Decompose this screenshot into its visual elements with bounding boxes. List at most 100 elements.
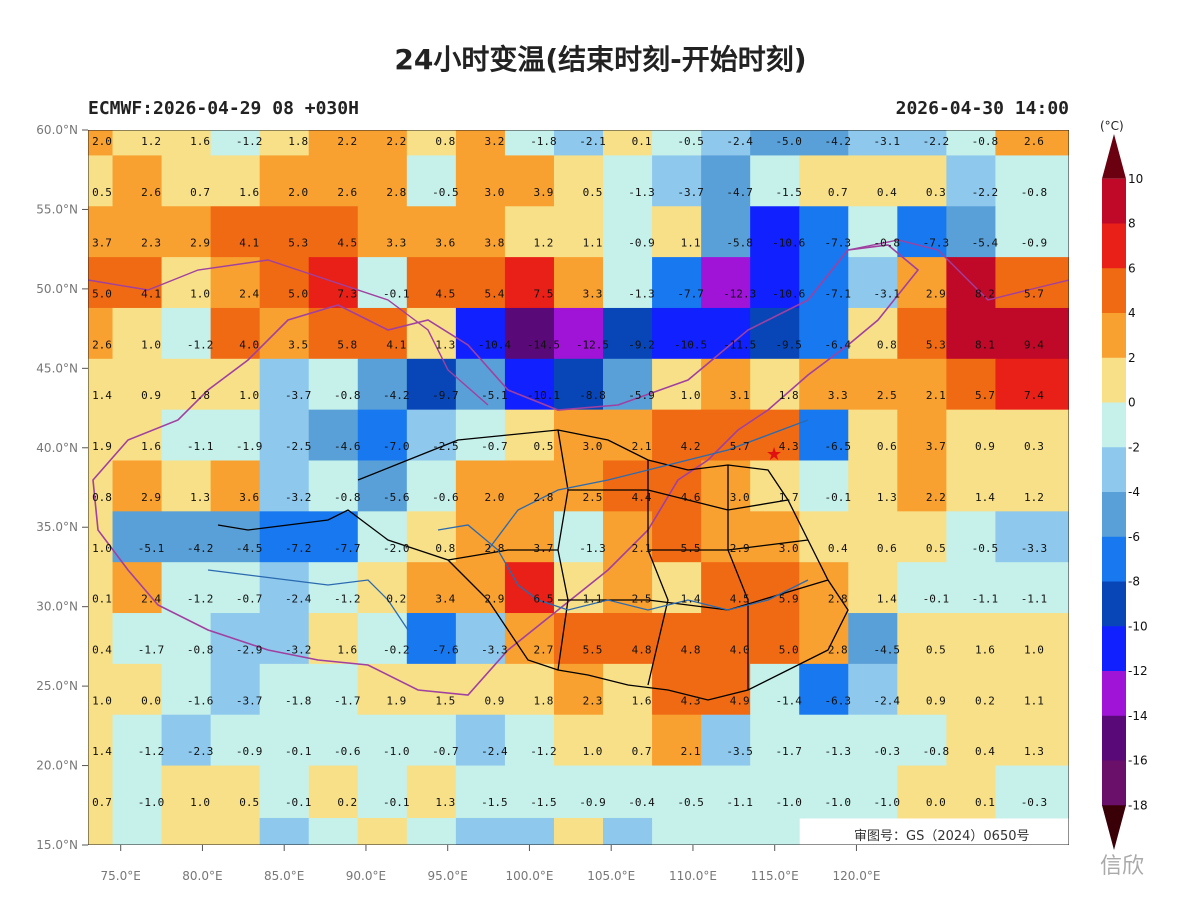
grid-value-label: -0.1 [383, 796, 410, 809]
heat-cell [504, 460, 555, 512]
heat-cell [946, 307, 996, 360]
grid-value-label: -0.9 [628, 237, 655, 250]
colorbar-tick-label: 10 [1128, 172, 1143, 186]
grid-value-label: -2.9 [236, 643, 263, 656]
grid-value-label: 6.5 [534, 593, 554, 606]
heat-cell [210, 130, 261, 156]
grid-value-label: -5.1 [481, 389, 508, 402]
grid-value-label: 0.6 [877, 542, 897, 555]
heat-cell [357, 409, 408, 461]
heat-cell [161, 460, 212, 512]
heat-cell [603, 460, 653, 512]
heat-cell [406, 358, 457, 411]
grid-value-label: -0.5 [677, 135, 704, 148]
grid-value-label: 0.2 [386, 593, 406, 606]
grid-value-label: 1.0 [1024, 643, 1044, 656]
colorbar-band [1102, 626, 1126, 672]
heat-cell [603, 613, 653, 665]
grid-value-label: 4.4 [632, 491, 652, 504]
grid-value-label: 2.6 [337, 186, 357, 199]
heat-cell [455, 714, 506, 767]
colorbar-tick-label: -2 [1128, 440, 1140, 454]
heat-cell [946, 663, 996, 716]
heat-cell [88, 765, 114, 819]
heat-cell [897, 409, 947, 461]
grid-value-label: -0.1 [285, 745, 312, 758]
grid-value-label: 5.5 [583, 643, 603, 656]
heat-cell [799, 613, 849, 665]
grid-value-label: 2.8 [534, 491, 554, 504]
grid-value-label: -5.9 [628, 389, 655, 402]
heat-cell [259, 460, 310, 512]
heat-cell [701, 714, 751, 767]
heat-cell [210, 409, 261, 461]
grid-value-label: 1.8 [288, 135, 308, 148]
heat-cell [946, 562, 996, 614]
grid-value-label: -7.6 [432, 643, 459, 656]
grid-value-label: -1.9 [236, 440, 263, 453]
grid-value-label: -7.7 [334, 542, 361, 555]
grid-value-label: 2.1 [926, 389, 946, 402]
heat-cell [553, 358, 604, 411]
heat-cell [406, 130, 457, 156]
grid-value-label: -6.5 [825, 440, 852, 453]
grid-value-label: 2.4 [239, 288, 259, 301]
heat-cell [946, 206, 996, 258]
heat-cell [946, 765, 996, 819]
heat-cell [112, 155, 163, 207]
grid-value-label: 3.1 [730, 389, 750, 402]
colorbar-band [1102, 671, 1126, 717]
grid-value-label: -0.8 [972, 135, 999, 148]
grid-value-label: 1.4 [92, 745, 112, 758]
grid-value-label: 2.9 [141, 491, 161, 504]
heat-cell [259, 130, 310, 156]
grid-value-label: -0.7 [236, 593, 263, 606]
grid-value-label: -4.6 [334, 440, 361, 453]
heat-cell [161, 155, 212, 207]
grid-value-label: 4.8 [632, 643, 652, 656]
grid-value-label: -7.7 [677, 288, 704, 301]
grid-value-label: -4.5 [236, 542, 263, 555]
heat-cell [406, 409, 457, 461]
heat-cell [455, 130, 506, 156]
heat-cell [161, 613, 212, 665]
heat-cell [848, 663, 898, 716]
colorbar-tick-label: -6 [1128, 530, 1140, 544]
grid-value-label: 4.8 [681, 643, 701, 656]
grid-value-label: -4.2 [187, 542, 214, 555]
heat-cell [504, 358, 555, 411]
heat-cell [553, 206, 604, 258]
grid-value-label: 5.8 [337, 338, 357, 351]
heat-cell [553, 257, 604, 309]
heat-cell [603, 562, 653, 614]
grid-value-label: -0.2 [383, 643, 410, 656]
grid-value-label: -0.1 [285, 796, 312, 809]
grid-value-label: 0.7 [632, 745, 652, 758]
heat-cell [995, 663, 1069, 716]
heat-cell [357, 358, 408, 411]
heat-cell [946, 409, 996, 461]
grid-value-label: -0.8 [334, 491, 361, 504]
heat-cell [652, 206, 702, 258]
grid-value-label: -2.4 [726, 135, 753, 148]
heat-cell [652, 307, 702, 360]
grid-value-label: 1.8 [534, 694, 554, 707]
grid-value-label: 0.1 [975, 796, 995, 809]
grid-value-label: 0.7 [92, 796, 112, 809]
grid-value-label: 2.5 [583, 491, 603, 504]
grid-value-label: -0.9 [1021, 237, 1047, 250]
grid-value-label: 1.2 [141, 135, 161, 148]
heat-cell [357, 130, 408, 156]
heat-cell [406, 257, 457, 309]
grid-value-label: 1.4 [975, 491, 995, 504]
heat-cell [701, 817, 751, 845]
heat-cell [161, 257, 212, 309]
heat-cell [504, 714, 555, 767]
heat-cell [112, 765, 163, 819]
grid-value-label: 1.2 [534, 237, 554, 250]
grid-value-label: 5.9 [779, 593, 799, 606]
grid-value-label: 1.4 [877, 593, 897, 606]
heat-cell [88, 562, 114, 614]
grid-value-label: -0.4 [628, 796, 655, 809]
grid-value-label: 0.4 [828, 542, 848, 555]
